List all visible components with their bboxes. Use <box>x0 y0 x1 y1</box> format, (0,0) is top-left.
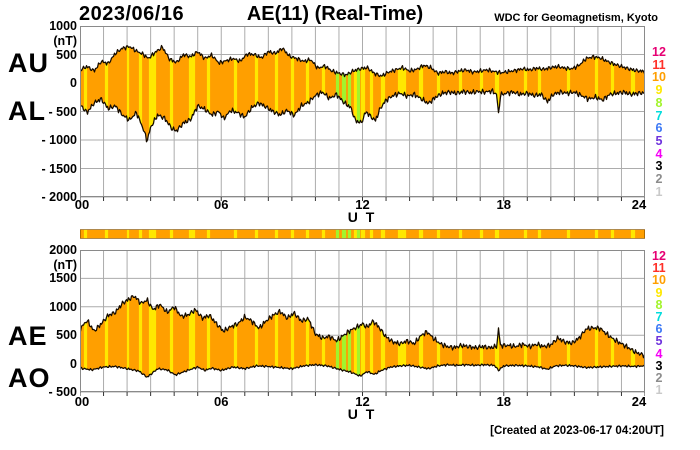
y-tick-label: - 1500 <box>41 161 77 176</box>
station-scale-value: 12 <box>652 249 666 263</box>
station-scale-value: 2 <box>655 371 663 385</box>
station-scale-value: 10 <box>652 70 666 85</box>
y-tick-label: - 1000 <box>41 133 77 147</box>
ut-label-top: U T <box>347 209 377 225</box>
station-scale-value: 12 <box>652 45 666 59</box>
station-scale-value: 3 <box>655 159 663 174</box>
unit-label: (nT) <box>53 258 77 272</box>
station-count-bar <box>80 229 645 239</box>
x-tick-label: 24 <box>631 394 647 409</box>
x-tick-label: 18 <box>496 197 511 212</box>
station-scale-value: 6 <box>655 322 663 337</box>
y-tick-label: 2000 <box>49 243 77 257</box>
y-tick-label: 500 <box>56 47 77 62</box>
plot-date: 2023/06/16 <box>79 3 185 25</box>
station-scale-value: 10 <box>652 273 666 288</box>
unit-label: (nT) <box>53 34 77 48</box>
y-tick-label: 0 <box>70 76 77 90</box>
y-tick-label: 500 <box>56 328 77 343</box>
x-tick-label: 06 <box>214 394 229 409</box>
station-scale-value: 7 <box>655 310 663 324</box>
x-tick-label: 06 <box>214 197 229 212</box>
x-tick-label: 18 <box>496 394 511 409</box>
station-scale-value: 8 <box>655 95 663 110</box>
station-scale-value: 2 <box>655 172 663 186</box>
x-tick-label: 24 <box>631 197 647 212</box>
ae-ao-chart <box>80 250 645 396</box>
station-scale-value: 6 <box>655 121 663 136</box>
station-scale-value: 1 <box>655 383 663 398</box>
station-scale-value: 3 <box>655 358 663 373</box>
station-scale-value: 4 <box>655 146 663 161</box>
station-scale-value: 9 <box>655 83 663 98</box>
ut-label-bottom: U T <box>347 406 377 422</box>
created-at-label: [Created at 2023-06-17 04:20UT] <box>490 425 664 437</box>
y-tick-label: - 500 <box>48 104 78 119</box>
y-tick-label: - 500 <box>48 385 78 399</box>
y-tick-label: 1000 <box>49 19 77 33</box>
station-scale-value: 4 <box>655 346 663 361</box>
station-scale-value: 1 <box>655 184 663 199</box>
station-scale-value: 11 <box>652 261 666 276</box>
page-title: AE(11) (Real-Time) <box>246 3 424 25</box>
y-tick-label: 1000 <box>49 299 77 314</box>
station-scale-value: 11 <box>652 57 666 72</box>
station-scale-value: 9 <box>655 285 663 300</box>
x-tick-label: 12 <box>355 197 370 212</box>
station-scale-value: 5 <box>655 334 663 349</box>
ao-axis-label: AO <box>8 363 51 393</box>
station-scale-value: 8 <box>655 297 663 312</box>
au-axis-label: AU <box>8 48 49 78</box>
ae-axis-label: AE <box>8 321 48 351</box>
station-scale-value: 7 <box>655 108 663 123</box>
x-tick-label: 00 <box>74 394 90 409</box>
source-label: WDC for Geomagnetism, Kyoto <box>494 12 658 24</box>
au-al-chart <box>80 26 645 201</box>
x-tick-label: 00 <box>74 197 90 212</box>
x-tick-label: 12 <box>355 394 370 409</box>
al-axis-label: AL <box>8 96 46 126</box>
station-scale-value: 5 <box>655 133 663 148</box>
y-tick-label: 1500 <box>49 271 77 286</box>
y-tick-label: 0 <box>70 356 77 371</box>
y-tick-label: - 2000 <box>41 190 77 204</box>
